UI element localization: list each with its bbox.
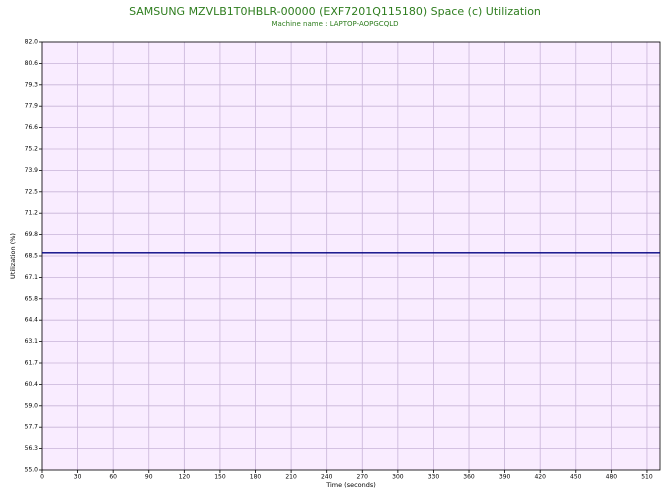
x-tick-label: 60 bbox=[109, 474, 117, 481]
y-tick-label: 60.4 bbox=[25, 381, 39, 388]
x-tick-label: 390 bbox=[499, 474, 511, 481]
x-tick-label: 270 bbox=[357, 474, 369, 481]
y-tick-label: 64.4 bbox=[25, 317, 39, 324]
x-tick-label: 510 bbox=[641, 474, 653, 481]
x-tick-label: 360 bbox=[463, 474, 475, 481]
y-tick-label: 79.3 bbox=[25, 81, 39, 88]
y-tick-label: 76.6 bbox=[25, 124, 39, 131]
x-tick-label: 330 bbox=[428, 474, 440, 481]
y-tick-label: 71.2 bbox=[25, 210, 39, 217]
x-tick-label: 180 bbox=[250, 474, 262, 481]
x-tick-label: 480 bbox=[606, 474, 618, 481]
y-tick-label: 59.0 bbox=[25, 402, 39, 409]
y-tick-label: 72.5 bbox=[25, 188, 39, 195]
x-tick-label: 420 bbox=[534, 474, 546, 481]
x-tick-label: 0 bbox=[40, 474, 44, 481]
y-tick-label: 67.1 bbox=[25, 274, 39, 281]
y-tick-label: 80.6 bbox=[25, 60, 39, 67]
chart-subtitle: Machine name : LAPTOP-AOPGCQLD bbox=[272, 20, 399, 28]
y-tick-label: 57.7 bbox=[25, 424, 39, 431]
chart-title: SAMSUNG MZVLB1T0HBLR-00000 (EXF7201Q1151… bbox=[129, 5, 541, 18]
y-tick-label: 77.9 bbox=[25, 103, 39, 110]
x-tick-label: 150 bbox=[214, 474, 226, 481]
y-tick-label: 73.9 bbox=[25, 167, 39, 174]
x-tick-label: 300 bbox=[392, 474, 404, 481]
x-tick-label: 240 bbox=[321, 474, 333, 481]
y-tick-label: 55.0 bbox=[25, 467, 39, 474]
y-axis-label: Utilization (%) bbox=[9, 233, 17, 279]
y-tick-label: 61.7 bbox=[25, 360, 39, 367]
y-tick-label: 82.0 bbox=[25, 39, 39, 46]
x-tick-label: 120 bbox=[179, 474, 191, 481]
x-axis-label: Time (seconds) bbox=[325, 481, 376, 489]
y-tick-label: 56.3 bbox=[25, 445, 39, 452]
x-tick-label: 210 bbox=[285, 474, 297, 481]
y-tick-label: 68.5 bbox=[25, 253, 39, 260]
plot-frame bbox=[41, 41, 661, 471]
x-tick-label: 90 bbox=[145, 474, 153, 481]
y-tick-label: 63.1 bbox=[25, 338, 39, 345]
x-tick-label: 450 bbox=[570, 474, 582, 481]
x-tick-label: 30 bbox=[74, 474, 82, 481]
y-tick-label: 75.2 bbox=[25, 146, 39, 153]
y-tick-label: 69.8 bbox=[25, 231, 39, 238]
y-tick-label: 65.8 bbox=[25, 295, 39, 302]
